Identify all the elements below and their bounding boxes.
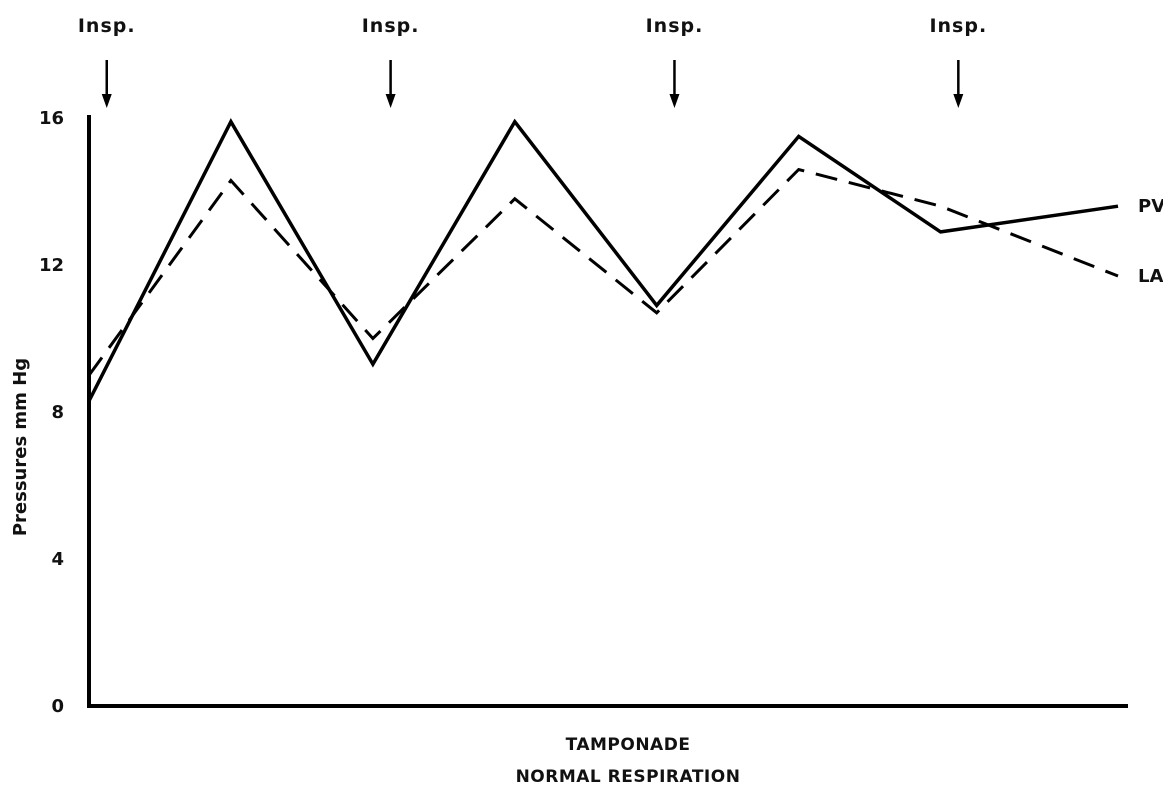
insp-label: Insp. [78,15,136,37]
down-arrow-icon [385,94,396,108]
insp-marker: Insp. [362,15,420,108]
insp-marker: Insp. [929,15,987,108]
y-tick-label: 12 [39,255,64,276]
down-arrow-icon [669,94,680,108]
y-tick-label: 4 [51,549,64,570]
insp-marker: Insp. [646,15,704,108]
y-axis-label: Pressures mm Hg [10,358,31,536]
y-tick-label: 0 [51,696,64,717]
series-labels: PV LA [1138,196,1163,287]
axes [87,115,1128,708]
insp-label: Insp. [362,15,420,37]
series-label-pv: PV [1138,196,1163,217]
series-line-pv [87,118,1119,402]
down-arrow-icon [101,94,112,108]
inspiration-markers: Insp. Insp. Insp. Insp. [78,15,987,108]
series-lines [87,118,1119,402]
y-tick-label: 8 [51,402,64,423]
y-tick-label: 16 [39,108,64,129]
insp-label: Insp. [646,15,704,37]
down-arrow-icon [953,94,964,108]
series-label-la: LA [1138,266,1163,287]
series-line-la [87,167,1119,377]
insp-label: Insp. [929,15,987,37]
y-tick-labels: 0 4 8 12 16 [39,108,64,717]
insp-marker: Insp. [78,15,136,108]
chart-subtitle: NORMAL RESPIRATION [516,767,741,787]
chart-title: TAMPONADE [566,735,691,755]
